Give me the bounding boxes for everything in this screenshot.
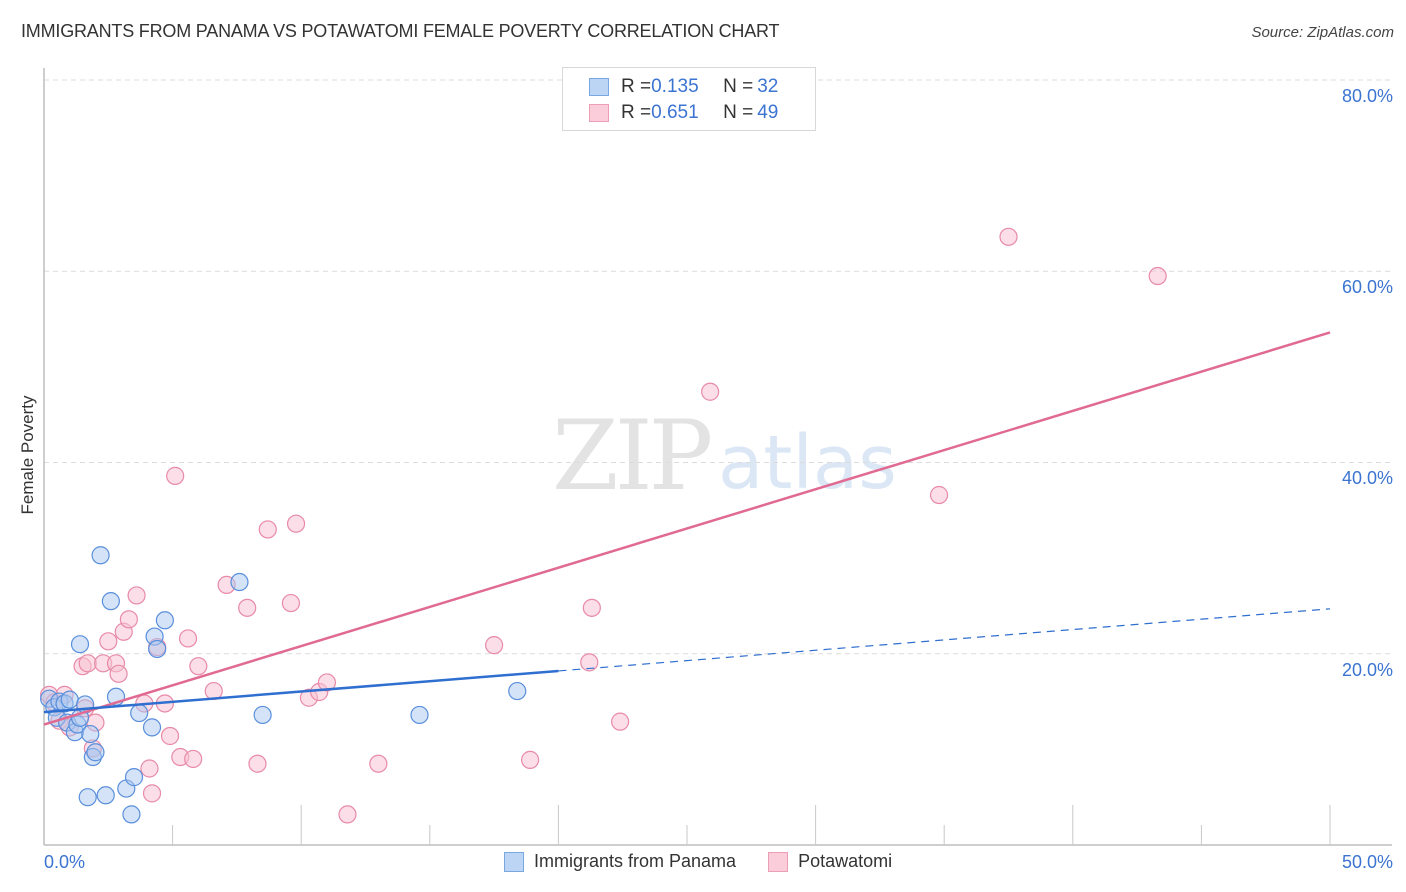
data-point-panama — [91, 546, 110, 565]
trendline-panama-extension — [558, 608, 1331, 672]
data-point-potawatomi — [238, 598, 257, 617]
data-point-panama — [130, 703, 149, 723]
data-point-potawatomi — [1148, 266, 1167, 286]
data-point-potawatomi — [140, 759, 159, 778]
data-point-panama — [508, 681, 527, 701]
legend-label-panama: Immigrants from Panama — [534, 851, 737, 871]
r-value: 0.651 — [651, 102, 699, 123]
data-point-potawatomi — [258, 520, 277, 539]
data-point-panama — [70, 635, 90, 654]
y-axis-label: Female Poverty — [18, 395, 37, 515]
data-point-panama — [155, 611, 174, 630]
data-point-potawatomi — [189, 657, 208, 676]
y-tick-80: 80.0% — [1341, 86, 1393, 106]
data-point-potawatomi — [142, 784, 162, 803]
data-point-potawatomi — [184, 749, 203, 769]
legend-item-potawatomi[interactable]: Potawatomi — [768, 851, 892, 872]
data-point-potawatomi — [582, 598, 601, 617]
r-label: R = — [621, 102, 652, 123]
data-point-potawatomi — [369, 754, 388, 773]
data-point-potawatomi — [521, 750, 540, 769]
data-point-potawatomi — [286, 514, 306, 533]
correlation-legend: R = 0.135 N = 32 R = 0.651 N = 49 — [562, 67, 816, 131]
data-point-potawatomi — [127, 586, 146, 605]
data-point-panama — [230, 572, 249, 592]
data-point-potawatomi — [160, 726, 180, 746]
n-label: N = — [723, 76, 754, 97]
data-point-panama — [60, 690, 79, 709]
data-point-potawatomi — [338, 805, 357, 824]
y-tick-20: 20.0% — [1341, 660, 1393, 680]
x-tick-max: 50.0% — [1341, 852, 1393, 872]
data-point-potawatomi — [99, 632, 118, 651]
panama-swatch-icon — [504, 851, 524, 872]
data-point-panama — [96, 786, 115, 805]
data-point-panama — [86, 743, 105, 762]
data-point-potawatomi — [317, 673, 337, 692]
legend-row-potawatomi: R = 0.651 N = 49 — [589, 101, 778, 125]
trendline-potawatomi — [43, 331, 1331, 726]
data-point-potawatomi — [119, 610, 138, 629]
potawatomi-swatch-icon — [768, 851, 789, 872]
data-point-potawatomi — [580, 653, 599, 672]
data-point-panama — [142, 718, 162, 737]
data-point-potawatomi — [929, 485, 949, 505]
data-point-potawatomi — [611, 712, 630, 731]
data-point-panama — [78, 788, 97, 807]
data-point-potawatomi — [281, 593, 301, 613]
source-credit: Source: ZipAtlas.com — [1251, 24, 1394, 41]
n-value: 49 — [757, 102, 779, 123]
data-point-potawatomi — [109, 664, 128, 683]
y-tick-40: 40.0% — [1341, 468, 1393, 488]
data-point-panama — [101, 592, 120, 611]
r-value: 0.135 — [651, 76, 699, 97]
trendline-panama — [43, 669, 559, 714]
data-point-potawatomi — [166, 466, 185, 485]
legend-item-panama[interactable]: Immigrants from Panama — [504, 851, 736, 872]
legend-label-potawatomi: Potawatomi — [798, 851, 893, 871]
data-point-panama — [81, 724, 100, 744]
data-point-panama — [148, 639, 167, 659]
data-point-potawatomi — [485, 636, 504, 655]
data-point-panama — [253, 705, 272, 725]
data-point-panama — [124, 768, 144, 787]
data-point-panama — [122, 805, 141, 824]
panama-swatch-icon — [589, 78, 609, 96]
data-point-potawatomi — [999, 227, 1018, 246]
y-tick-60: 60.0% — [1341, 277, 1393, 297]
data-point-potawatomi — [178, 629, 198, 648]
series-legend: Immigrants from Panama Potawatomi — [504, 851, 924, 872]
n-label: N = — [723, 102, 754, 123]
n-value: 32 — [757, 76, 779, 97]
x-tick-min: 0.0% — [44, 852, 86, 872]
watermark-zip: ZIP — [552, 400, 713, 512]
legend-row-panama: R = 0.135 N = 32 — [589, 75, 778, 99]
potawatomi-swatch-icon — [589, 104, 609, 122]
data-point-potawatomi — [248, 754, 267, 773]
chart-title: IMMIGRANTS FROM PANAMA VS POTAWATOMI FEM… — [21, 21, 780, 41]
data-point-potawatomi — [78, 654, 97, 673]
r-label: R = — [621, 76, 652, 97]
data-point-potawatomi — [701, 382, 720, 401]
data-point-panama — [410, 705, 429, 725]
